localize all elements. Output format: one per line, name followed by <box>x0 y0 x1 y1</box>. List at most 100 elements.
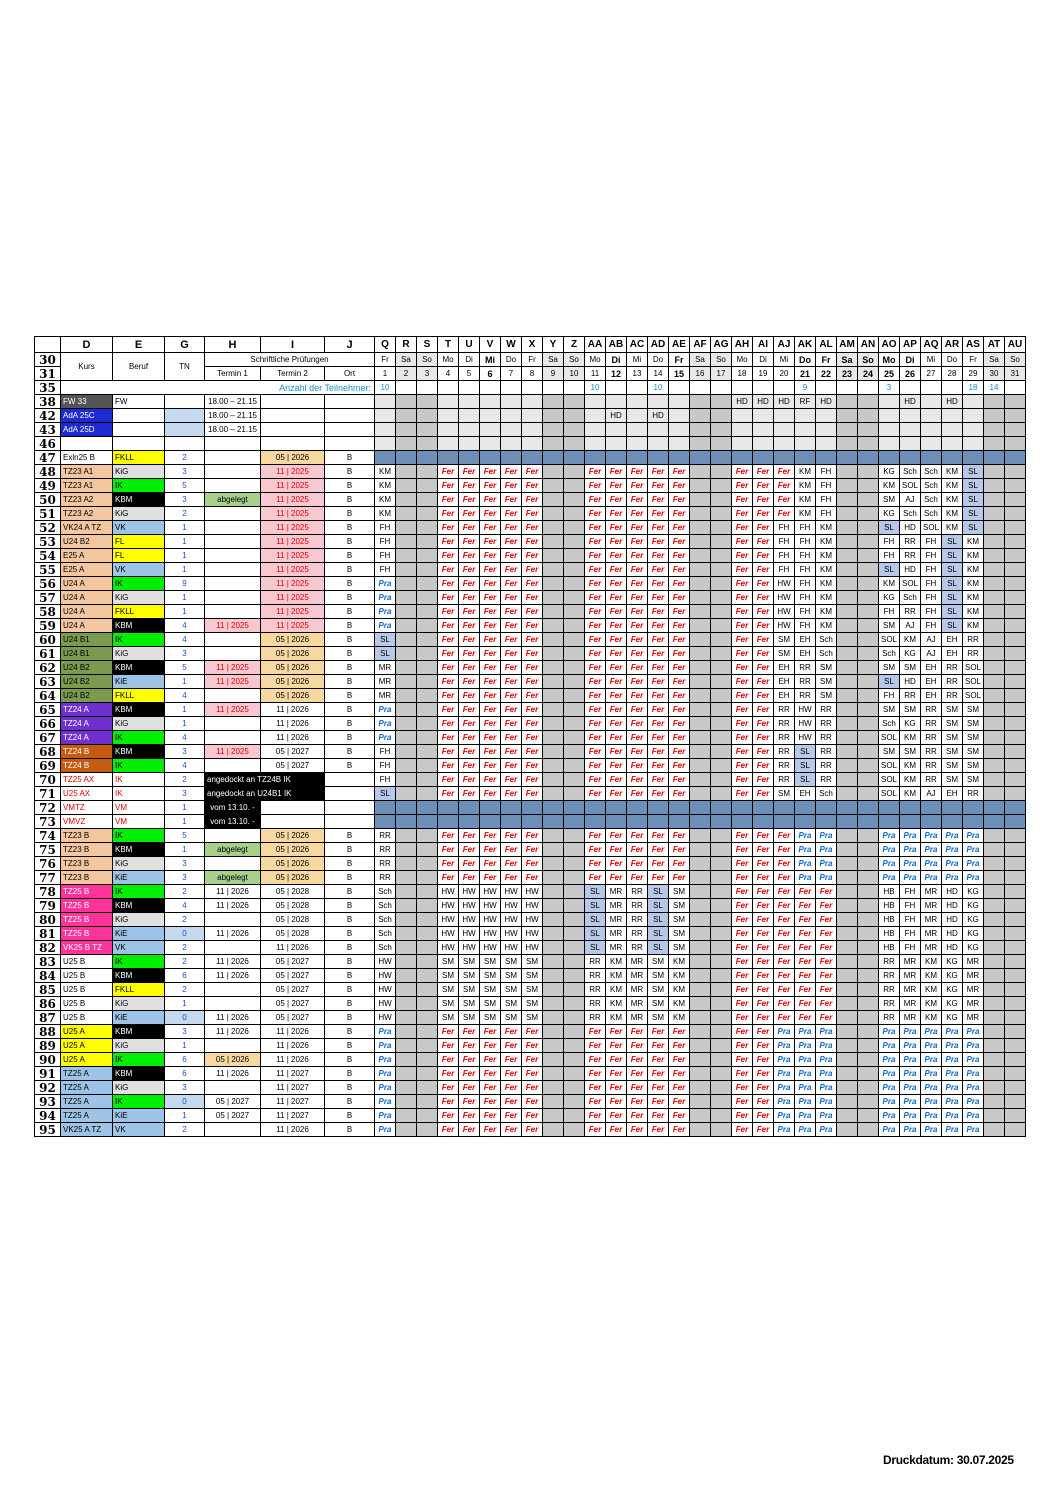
weekday-cell: Do <box>794 352 816 367</box>
tn-cell: 9 <box>164 576 205 591</box>
termin1-cell <box>204 450 261 465</box>
day-cell: SL <box>584 884 606 899</box>
day-cell <box>374 450 396 465</box>
day-cell <box>584 394 606 409</box>
day-cell: Fer <box>731 604 753 619</box>
col-letter-i: I <box>260 336 325 353</box>
day-cell <box>563 968 585 983</box>
day-cell: Pra <box>794 1122 816 1137</box>
day-cell: KG <box>962 884 984 899</box>
day-cell: SM <box>668 898 690 913</box>
day-cell: KG <box>962 912 984 927</box>
day-cell <box>857 758 879 773</box>
day-cell: Fer <box>794 954 816 969</box>
day-cell: RR <box>920 758 942 773</box>
day-cell: RR <box>941 674 963 689</box>
kurs-cell: U24 A <box>60 604 113 619</box>
day-cell: Fer <box>668 562 690 577</box>
day-cell <box>416 954 438 969</box>
day-cell <box>689 520 711 535</box>
ort-cell: B <box>324 1066 375 1081</box>
day-cell <box>689 1052 711 1067</box>
participant-count <box>773 380 795 395</box>
day-cell <box>710 968 732 983</box>
day-cell: Fer <box>521 618 543 633</box>
day-cell <box>542 730 564 745</box>
termin1-cell <box>204 912 261 927</box>
day-cell: FH <box>815 464 837 479</box>
day-cell <box>983 1052 1005 1067</box>
ort-cell: B <box>324 1094 375 1109</box>
beruf-cell: IK <box>112 954 165 969</box>
day-cell <box>584 422 606 437</box>
day-cell <box>584 814 606 829</box>
day-cell <box>689 464 711 479</box>
tn-cell: 1 <box>164 674 205 689</box>
day-cell: Fer <box>458 548 480 563</box>
day-cell: HD <box>815 394 837 409</box>
course-row: 61 U24 B1 KiG 3 05 | 2026 B SL Fer Fer Fer Fer Fer F… <box>34 646 1026 661</box>
day-cell: KM <box>899 632 921 647</box>
kurs-cell: TZ24 A <box>60 716 113 731</box>
day-cell <box>416 688 438 703</box>
day-cell <box>542 940 564 955</box>
day-cell <box>416 772 438 787</box>
day-cell: KG <box>962 898 984 913</box>
col-letter-at: AT <box>983 336 1005 353</box>
day-cell: Fer <box>584 856 606 871</box>
day-cell: Fer <box>773 506 795 521</box>
day-cell: SM <box>479 954 501 969</box>
kurs-cell: U24 B1 <box>60 632 113 647</box>
day-cell: Fer <box>647 1122 669 1137</box>
day-cell: Fer <box>647 1080 669 1095</box>
course-row: 94 TZ25 A KiE 1 05 | 2027 11 | 2027 B Pra Fer Fer… <box>34 1108 1026 1123</box>
day-cell <box>836 1066 858 1081</box>
weekday-cell: Mi <box>626 352 648 367</box>
schedule-table: D E G H I J Q R S T U V W X Y Z AA AB AC AD AE AF AG AH AI AJ AK AL… <box>34 336 1026 1137</box>
termin2-cell <box>260 814 325 829</box>
day-cell: HW <box>521 884 543 899</box>
day-cell <box>836 744 858 759</box>
day-cell <box>479 422 501 437</box>
day-cell: Fer <box>605 702 627 717</box>
day-cell: Sch <box>920 464 942 479</box>
day-cell: KM <box>962 562 984 577</box>
termin1-cell <box>204 562 261 577</box>
day-cell: Pra <box>878 1122 900 1137</box>
day-cell <box>689 422 711 437</box>
beruf-cell: FL <box>112 534 165 549</box>
day-cell: Pra <box>374 730 396 745</box>
day-cell <box>563 548 585 563</box>
day-cell: Fer <box>626 478 648 493</box>
day-cell <box>542 800 564 815</box>
termin2-cell: 05 | 2026 <box>260 856 325 871</box>
day-cell: Fer <box>626 772 648 787</box>
day-cell: Fer <box>647 842 669 857</box>
day-cell: RR <box>815 702 837 717</box>
day-cell: Fer <box>500 688 522 703</box>
day-cell <box>416 562 438 577</box>
day-cell <box>857 982 879 997</box>
tn-cell: 0 <box>164 1010 205 1025</box>
day-cell <box>857 814 879 829</box>
day-cell: Pra <box>815 1094 837 1109</box>
day-cell <box>626 422 648 437</box>
termin1-cell <box>204 940 261 955</box>
termin1-cell: abgelegt <box>204 870 261 885</box>
day-cell: FH <box>794 590 816 605</box>
day-cell <box>710 786 732 801</box>
day-cell: HW <box>479 884 501 899</box>
day-cell <box>941 436 963 451</box>
day-cell <box>689 996 711 1011</box>
day-cell <box>416 744 438 759</box>
day-cell: EH <box>920 688 942 703</box>
day-cell: Fer <box>437 842 459 857</box>
day-cell <box>899 422 921 437</box>
day-cell: Fer <box>752 884 774 899</box>
day-cell: SL <box>647 898 669 913</box>
day-cell: SM <box>458 996 480 1011</box>
day-cell: KM <box>920 996 942 1011</box>
day-cell <box>647 422 669 437</box>
day-cell: SM <box>962 702 984 717</box>
day-cell: MR <box>962 954 984 969</box>
